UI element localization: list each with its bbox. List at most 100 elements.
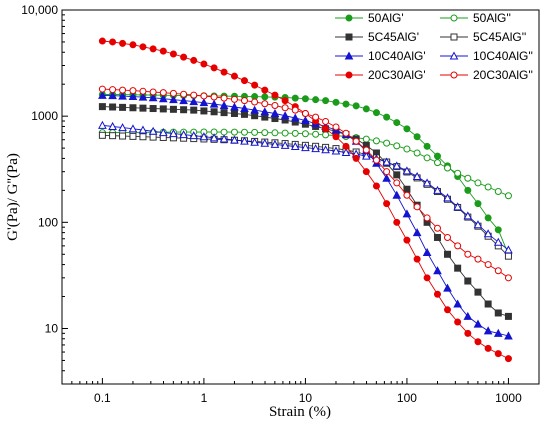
series-20c30alg-prime-point bbox=[484, 344, 492, 352]
series-10c40alg-prime-point bbox=[402, 209, 412, 218]
series-10c40alg-prime-point bbox=[250, 105, 259, 114]
series-10c40alg-double-prime-point bbox=[493, 237, 503, 246]
series-5c45alg-double-prime-point bbox=[129, 132, 137, 140]
series-10c40alg-double-prime-point bbox=[158, 128, 168, 137]
series-10c40alg-prime-point bbox=[169, 95, 178, 104]
series-20c30alg-double-prime bbox=[98, 85, 512, 282]
series-20c30alg-double-prime-point bbox=[383, 168, 391, 176]
series-50alg-prime-point bbox=[352, 102, 360, 110]
series-50alg-prime-point bbox=[423, 142, 431, 150]
series-50alg-double-prime-point bbox=[383, 139, 391, 147]
series-20c30alg-prime-point bbox=[190, 56, 198, 64]
series-20c30alg-prime-point bbox=[210, 64, 218, 72]
series-10c40alg-double-prime-point bbox=[230, 135, 239, 144]
series-50alg-prime-point bbox=[342, 100, 350, 108]
legend-10c40alg-double-prime-point bbox=[449, 51, 459, 60]
series-20c30alg-double-prime-point bbox=[129, 87, 137, 95]
series-50alg-double-prime-point bbox=[301, 130, 309, 138]
legend-10c40alg-double-prime-label: 10C40AlG'' bbox=[473, 49, 533, 63]
series-20c30alg-prime-point bbox=[413, 255, 421, 263]
series-10c40alg-double-prime-point bbox=[148, 126, 158, 135]
series-20c30alg-prime-point bbox=[251, 81, 259, 89]
series-50alg-double-prime-point bbox=[362, 135, 370, 143]
series-10c40alg-double-prime-point bbox=[392, 161, 402, 170]
series-50alg-prime-point bbox=[261, 93, 269, 101]
series-5c45alg-prime-point bbox=[433, 233, 441, 241]
legend-20c30alg-double-prime-label: 20C30AlG'' bbox=[473, 68, 533, 82]
x-axis-title: Strain (%) bbox=[269, 404, 331, 420]
series-50alg-double-prime-point bbox=[433, 159, 441, 167]
series-50alg-double-prime-point bbox=[504, 192, 512, 200]
legend-20c30alg-prime: 20C30AlG' bbox=[335, 68, 426, 82]
legend-50alg-prime: 50AlG' bbox=[335, 11, 404, 25]
series-20c30alg-double-prime-point bbox=[332, 123, 340, 131]
series-10c40alg-double-prime-point bbox=[382, 157, 391, 166]
series-5c45alg-prime-point bbox=[504, 312, 512, 320]
series-20c30alg-prime-point bbox=[220, 68, 228, 76]
series-20c30alg-double-prime-point bbox=[169, 89, 177, 97]
x-tick-label: 100 bbox=[397, 391, 417, 405]
series-20c30alg-double-prime-point bbox=[159, 89, 167, 97]
series-50alg-prime-point bbox=[301, 95, 309, 103]
series-50alg-double-prime-point bbox=[423, 154, 431, 162]
series-10c40alg-double-prime-point bbox=[189, 131, 199, 140]
series-10c40alg-double-prime-point bbox=[169, 129, 178, 138]
series-50alg-prime-point bbox=[372, 109, 380, 117]
series-10c40alg-double-prime-point bbox=[402, 166, 412, 175]
series-20c30alg-double-prime-point bbox=[301, 109, 309, 117]
series-20c30alg-prime-point bbox=[281, 97, 289, 105]
series-10c40alg-double-prime-point bbox=[209, 133, 219, 142]
series-20c30alg-prime-point bbox=[454, 318, 462, 326]
series-20c30alg-prime-point bbox=[180, 53, 188, 61]
series-10c40alg-double-prime-point bbox=[311, 144, 320, 153]
series-20c30alg-double-prime-point bbox=[362, 146, 370, 154]
series-20c30alg-prime-point bbox=[403, 236, 411, 244]
series-50alg-double-prime-point bbox=[403, 145, 411, 153]
series-20c30alg-double-prime-point bbox=[494, 267, 502, 275]
series-10c40alg-double-prime-point bbox=[412, 171, 422, 181]
series-20c30alg-double-prime-point bbox=[484, 261, 492, 269]
series-20c30alg-double-prime-point bbox=[230, 95, 238, 103]
series-20c30alg-double-prime-point bbox=[393, 179, 401, 187]
series-5c45alg-prime-point bbox=[230, 109, 238, 117]
series-10c40alg-prime-point bbox=[443, 283, 452, 292]
legend-50alg-double-prime-label: 50AlG'' bbox=[473, 11, 511, 25]
series-20c30alg-double-prime-point bbox=[281, 104, 289, 112]
series-50alg-prime-point bbox=[494, 226, 502, 234]
series-10c40alg-double-prime-point bbox=[504, 245, 513, 254]
series-layer bbox=[98, 37, 513, 363]
series-10c40alg-double-prime-point bbox=[301, 143, 310, 152]
series-20c30alg-prime-point bbox=[98, 37, 106, 45]
legend-50alg-prime-point bbox=[345, 14, 353, 22]
series-10c40alg-prime-point bbox=[463, 311, 473, 320]
series-50alg-double-prime-point bbox=[291, 129, 299, 137]
x-tick-label: 1 bbox=[201, 391, 208, 405]
series-10c40alg-prime-point bbox=[270, 108, 280, 117]
series-50alg-prime-point bbox=[312, 96, 320, 104]
series-10c40alg-double-prime bbox=[98, 120, 513, 254]
series-5c45alg-prime-point bbox=[484, 300, 492, 308]
series-10c40alg-prime-point bbox=[128, 92, 138, 101]
series-10c40alg-double-prime-point bbox=[331, 146, 341, 155]
series-20c30alg-prime-point bbox=[494, 350, 502, 358]
series-10c40alg-double-prime-point bbox=[422, 178, 432, 187]
series-5c45alg-prime-point bbox=[210, 108, 218, 116]
series-50alg-double-prime-point bbox=[240, 128, 248, 136]
series-5c45alg-prime-point bbox=[444, 250, 452, 258]
series-20c30alg-double-prime-point bbox=[454, 242, 462, 250]
series-50alg-prime-point bbox=[403, 125, 411, 133]
series-50alg-double-prime-point bbox=[484, 183, 492, 191]
series-10c40alg-prime-point bbox=[392, 190, 402, 199]
series-20c30alg-double-prime-point bbox=[119, 86, 127, 94]
series-50alg-double-prime-point bbox=[494, 188, 502, 196]
series-20c30alg-double-prime-point bbox=[372, 156, 380, 164]
series-5c45alg-prime-point bbox=[149, 105, 157, 113]
legend-5c45alg-prime: 5C45AlG' bbox=[335, 30, 419, 44]
legend-10c40alg-prime-label: 10C40AlG' bbox=[368, 49, 426, 63]
series-10c40alg-prime-point bbox=[158, 94, 168, 103]
series-50alg-double-prime-point bbox=[413, 149, 421, 157]
series-20c30alg-double-prime-point bbox=[342, 129, 350, 137]
series-20c30alg-prime-point bbox=[159, 47, 167, 55]
series-10c40alg-prime-point bbox=[453, 299, 462, 308]
legend-10c40alg-prime-point bbox=[344, 51, 354, 60]
